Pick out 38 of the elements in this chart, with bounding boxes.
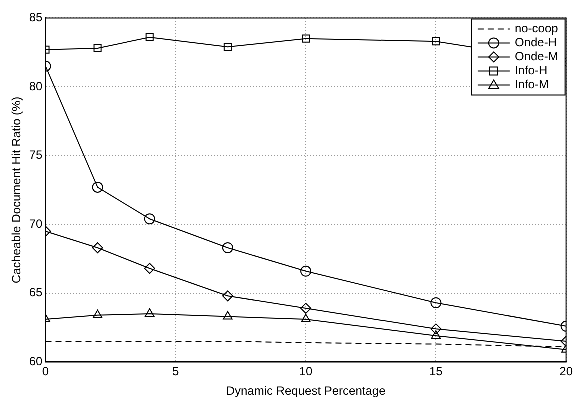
- y-tick-label: 60: [29, 354, 44, 369]
- y-tick-label: 85: [29, 10, 44, 25]
- legend-label: Info-H: [514, 64, 548, 78]
- point: [144, 214, 156, 225]
- x-tick-label: 20: [560, 364, 574, 379]
- point: [223, 311, 233, 320]
- legend-label: no-coop: [514, 22, 559, 36]
- y-axis-title: Cacheable Document Hit Ratio (%): [10, 96, 24, 284]
- y-tick-label: 70: [29, 216, 44, 231]
- legend-label: Info-M: [514, 78, 549, 92]
- x-tick-label: 0: [42, 364, 50, 379]
- y-tick-label: 75: [29, 148, 44, 162]
- legend-label: Onde-H: [514, 36, 557, 50]
- point: [144, 263, 156, 274]
- x-tick-label: 5: [172, 364, 180, 379]
- point: [432, 38, 440, 46]
- point: [430, 298, 442, 309]
- point: [92, 310, 103, 318]
- legend-label: Onde-M: [514, 50, 558, 64]
- point: [300, 266, 312, 277]
- point: [92, 242, 104, 254]
- point: [222, 242, 234, 254]
- point: [92, 182, 104, 193]
- point: [146, 33, 154, 42]
- point: [431, 330, 442, 340]
- point: [222, 290, 234, 302]
- x-tick-label: 15: [430, 364, 444, 379]
- point: [145, 308, 155, 318]
- y-tick-label: 65: [29, 286, 44, 300]
- point: [430, 324, 442, 335]
- point: [94, 44, 102, 53]
- x-tick-label: 10: [299, 364, 314, 379]
- y-tick-label: 80: [29, 79, 44, 94]
- point: [301, 314, 311, 323]
- point: [300, 303, 312, 314]
- x-axis-title: Dynamic Request Percentage: [226, 384, 386, 398]
- point: [224, 43, 232, 52]
- point: [302, 34, 310, 43]
